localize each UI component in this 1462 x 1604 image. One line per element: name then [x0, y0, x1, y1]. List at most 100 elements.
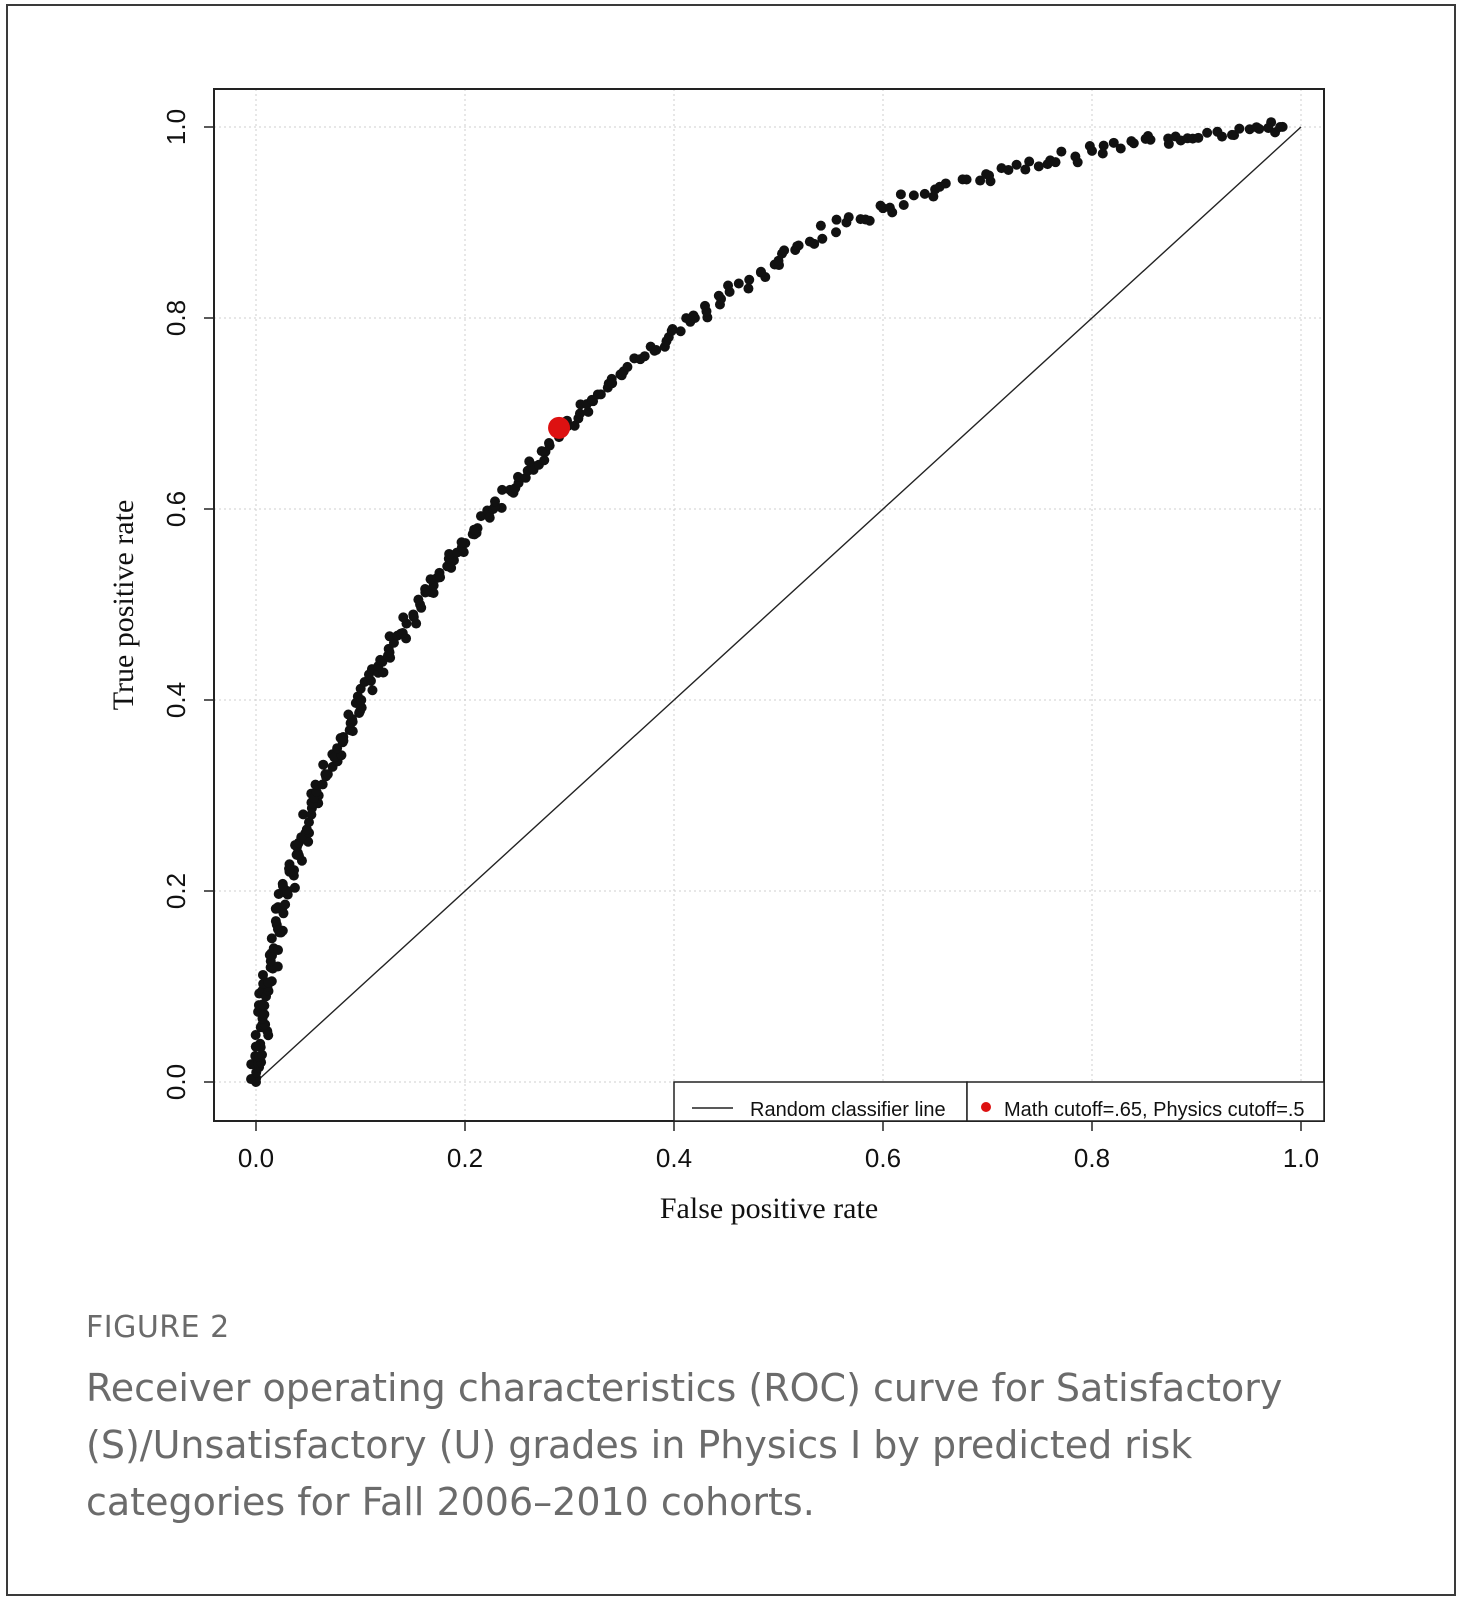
diagonal-line — [255, 126, 1302, 1083]
roc-point — [744, 274, 755, 285]
legend-dot-swatch — [981, 1102, 991, 1112]
roc-point — [1087, 145, 1097, 156]
roc-point — [1056, 146, 1067, 157]
legend-box-random — [673, 1081, 968, 1122]
roc-point — [675, 326, 686, 337]
roc-point — [815, 220, 826, 231]
roc-point — [1143, 131, 1154, 142]
roc-point — [490, 496, 501, 507]
roc-point — [688, 310, 699, 321]
roc-point — [259, 1009, 270, 1020]
roc-point — [1115, 143, 1126, 154]
plot-border — [213, 88, 1325, 1122]
roc-point — [1251, 122, 1262, 133]
roc-point — [574, 408, 585, 419]
roc-point — [356, 695, 367, 706]
roc-point — [408, 609, 419, 620]
legend-label-cutoff: Math cutoff=.65, Physics cutoff=.5 — [1004, 1099, 1305, 1121]
legend-label-random: Random classifier line — [750, 1099, 946, 1121]
roc-point — [257, 999, 268, 1010]
roc-point — [700, 300, 711, 311]
roc-point — [1217, 131, 1228, 142]
roc-point — [263, 1030, 274, 1041]
y-axis-label: True positive rate — [107, 500, 140, 711]
roc-point — [1070, 151, 1081, 162]
legend-box-cutoff — [966, 1081, 1325, 1122]
roc-point — [884, 202, 895, 213]
roc-point — [420, 587, 431, 598]
roc-point — [583, 406, 594, 417]
roc-point — [318, 759, 329, 770]
roc-point — [384, 631, 395, 642]
roc-point — [274, 927, 285, 938]
roc-point — [743, 283, 754, 294]
roc-point — [257, 969, 268, 980]
x-tick-label: 0.0 — [238, 1143, 274, 1173]
figure-frame — [6, 4, 1456, 1596]
roc-point — [513, 471, 524, 482]
y-tick-label: 0.4 — [161, 682, 191, 718]
roc-point — [940, 178, 951, 189]
roc-point — [442, 561, 453, 572]
roc-point — [289, 882, 300, 893]
roc-point — [755, 266, 766, 277]
figure-caption: Receiver operating characteristics (ROC)… — [86, 1366, 1283, 1524]
roc-point — [961, 174, 972, 185]
roc-point — [536, 446, 547, 457]
roc-point — [607, 378, 618, 389]
y-tick-label: 1.0 — [161, 109, 191, 145]
roc-point — [293, 850, 304, 861]
roc-point — [428, 587, 439, 598]
roc-point — [843, 212, 854, 223]
y-axis-ticks: 0.0 0.2 0.4 0.6 0.8 1.0 — [161, 109, 214, 1100]
roc-point — [975, 175, 986, 186]
roc-point — [1128, 138, 1139, 149]
roc-point — [622, 361, 633, 372]
roc-point — [456, 537, 467, 548]
roc-point — [1020, 164, 1031, 175]
roc-point — [713, 290, 724, 301]
roc-point — [1108, 137, 1119, 148]
roc-point — [356, 702, 367, 713]
roc-point — [723, 280, 734, 291]
roc-point — [375, 654, 386, 665]
roc-point — [1050, 157, 1061, 168]
cutoff-point — [548, 416, 571, 439]
roc-point — [1011, 159, 1022, 170]
x-tick-label: 1.0 — [1283, 1143, 1319, 1173]
roc-point — [338, 735, 349, 746]
x-tick-label: 0.8 — [1074, 1143, 1110, 1173]
roc-point — [908, 190, 919, 201]
roc-point — [270, 916, 281, 927]
roc-point — [524, 456, 535, 467]
roc-point — [1098, 140, 1109, 151]
roc-point — [272, 961, 283, 972]
roc-point — [895, 189, 906, 200]
roc-point — [919, 188, 930, 199]
y-tick-label: 0.6 — [161, 491, 191, 527]
roc-point — [779, 245, 790, 256]
grid-lines — [214, 89, 1324, 1121]
roc-point — [1234, 123, 1245, 134]
y-tick-label: 0.2 — [161, 873, 191, 909]
x-axis-label: False positive rate — [660, 1192, 878, 1225]
roc-point — [544, 440, 555, 451]
roc-point — [284, 863, 295, 874]
roc-point — [860, 214, 871, 225]
roc-point — [250, 1041, 261, 1052]
roc-point — [1024, 156, 1035, 167]
x-tick-label: 0.4 — [656, 1143, 692, 1173]
roc-point — [384, 647, 395, 658]
roc-point — [263, 977, 274, 988]
roc-point — [413, 594, 424, 605]
roc-point — [484, 512, 495, 523]
roc-point — [1275, 122, 1286, 132]
roc-point — [322, 769, 333, 780]
roc-points — [246, 117, 1288, 1087]
roc-point — [270, 903, 281, 914]
roc-point — [497, 484, 508, 495]
roc-point — [273, 945, 284, 956]
roc-point — [539, 455, 550, 466]
roc-point — [733, 278, 744, 289]
roc-point — [367, 685, 378, 696]
